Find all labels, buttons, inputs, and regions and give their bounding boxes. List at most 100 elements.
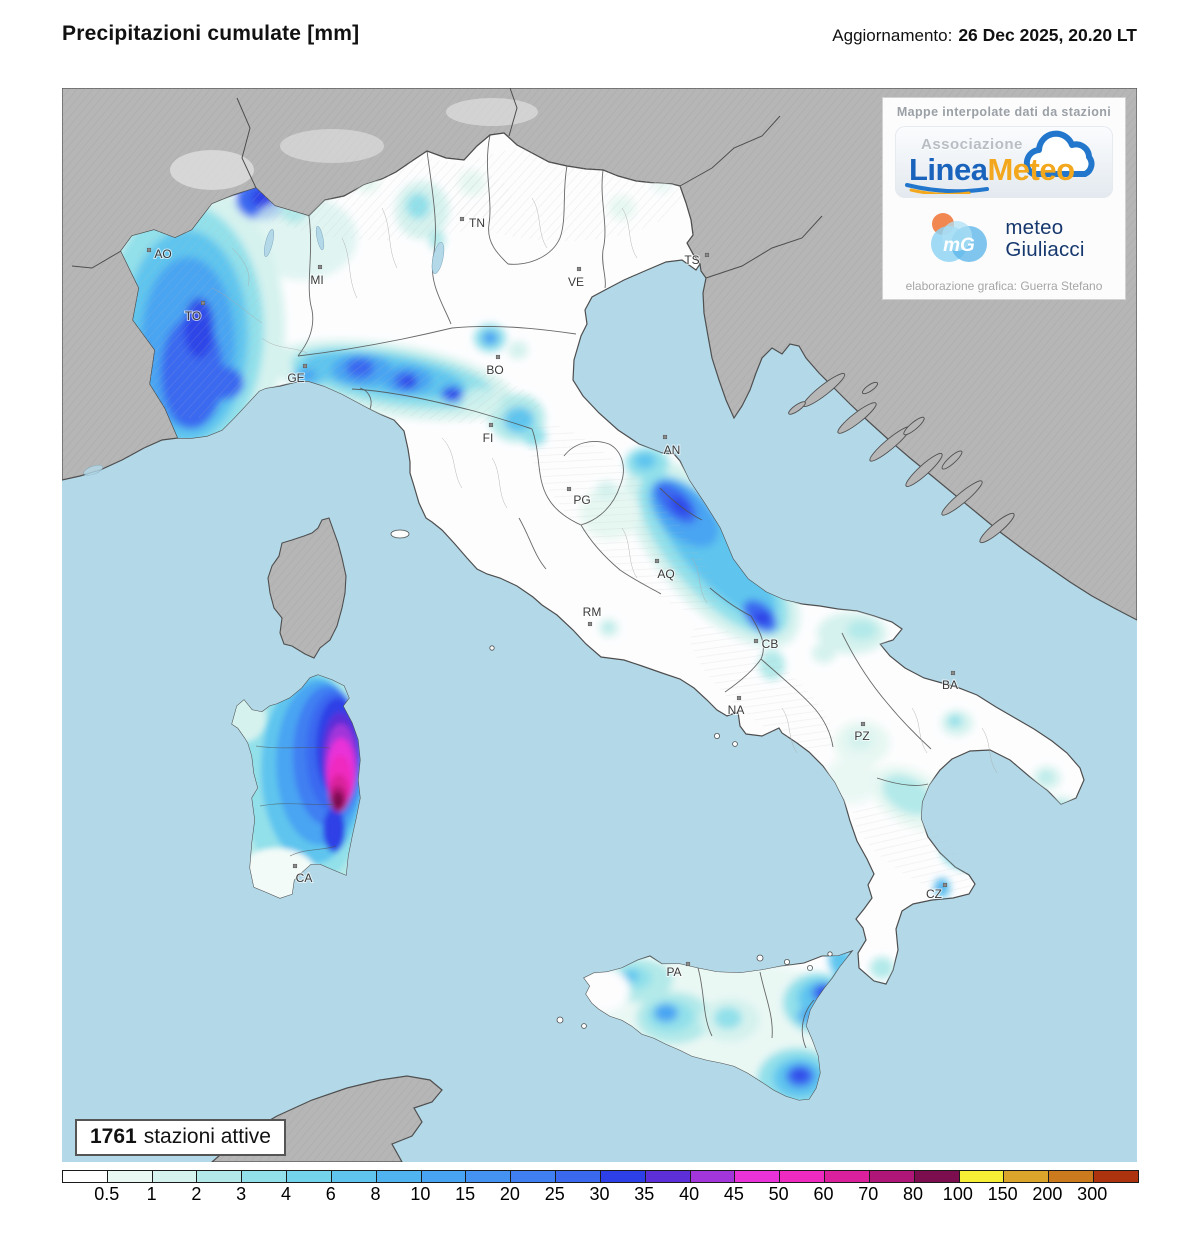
colorbar-tick-label: 6 [325,1184,336,1204]
colorbar-segment [466,1171,512,1182]
city-marker-bo: BO [485,354,505,378]
city-dot [704,252,710,258]
croatian-islands [788,373,1015,544]
lineameteo-logo: Associazione LineaMeteo [895,126,1113,198]
city-marker-na: NA [727,695,745,718]
city-dot [576,266,582,272]
colorbar-segment [511,1171,557,1182]
city-marker-fi: FI [482,422,494,446]
swoosh-underline [905,183,989,194]
city-marker-ve: VE [567,266,585,290]
colorbar-tick-label: 70 [858,1184,879,1204]
update-label: Aggiornamento: [832,26,953,45]
city-marker-an: AN [662,434,681,458]
city-label: PA [666,965,681,979]
city-dot [662,434,668,440]
update-timestamp: Aggiornamento: 26 Dec 2025, 20.20 LT [832,25,1137,46]
city-dot [654,558,660,564]
branding-note: Mappe interpolate dati da stazioni [896,105,1112,119]
europe-landmass [62,88,1137,1162]
stations-count: 1761 [90,1125,137,1148]
stations-count-box: 1761 stazioni attive [75,1119,286,1156]
city-layer: AO TO MI TN VE TS GE BO FI AN PG AQ RM CB NA BA PZ CZ CA PA [146,215,959,980]
colorbar-segment [197,1171,243,1182]
lineameteo-association: Associazione [921,136,1023,153]
city-label: TS [684,253,699,267]
colorbar-tick-label: 300 [1077,1184,1108,1204]
city-marker-ca: CA [292,863,313,886]
region-borders [255,134,932,1049]
colorbar-tick-label: 25 [544,1184,565,1204]
city-label: BO [486,363,503,377]
city-label: CZ [926,887,942,901]
colorbar [62,1170,1139,1183]
city-dot [146,247,152,253]
colorbar-tick-label: 45 [723,1184,744,1204]
city-dot [950,670,956,676]
colorbar-segment [331,1171,377,1182]
city-label: AN [664,443,681,457]
colorbar-segment [825,1171,870,1182]
colorbar-segment [287,1171,332,1182]
colorbar-segment [107,1171,153,1182]
city-marker-ba: BA [941,670,959,693]
city-dot [495,354,501,360]
mg-cloud-icon: mG [923,208,995,270]
colorbar-segment [914,1171,960,1182]
city-label: TN [469,216,485,230]
branding-panel: Mappe interpolate dati da stazioni Assoc… [882,97,1126,300]
city-dot [587,621,593,627]
colorbar-tick-label: 100 [942,1184,973,1204]
update-value: 26 Dec 2025, 20.20 LT [958,25,1137,45]
city-marker-rm: RM [582,604,602,627]
colorbar-tick-label: 2 [191,1184,202,1204]
city-dot [736,695,742,701]
city-marker-cb: CB [753,636,779,652]
meteogiuliacci-logo: mG meteo Giuliacci [923,208,1084,270]
colorbar-tick-label: 30 [589,1184,610,1204]
city-label: MI [310,273,323,287]
city-marker-pa: PA [665,961,691,980]
city-label: PG [573,493,590,507]
branding-credit: elaborazione grafica: Guerra Stefano [905,279,1103,293]
city-dot [860,721,866,727]
city-label: AO [154,247,171,261]
city-dot [488,422,494,428]
city-marker-pz: PZ [853,721,871,744]
colorbar-tick-label: 4 [280,1184,291,1204]
colorbar-tick-label: 150 [987,1184,1018,1204]
city-label: VE [568,275,584,289]
city-dot [292,863,298,869]
colorbar-tick-label: 40 [679,1184,700,1204]
city-marker-pg: PG [566,486,592,508]
colorbar-tick-label: 80 [903,1184,924,1204]
city-marker-to: TO [184,300,206,324]
province-borders [211,197,998,774]
city-marker-ao: AO [146,246,173,262]
city-label: CA [296,871,313,885]
svg-text:mG: mG [944,235,976,256]
colorbar-tick-label: 15 [455,1184,476,1204]
city-label: TO [185,309,201,323]
colorbar-segment [780,1171,826,1182]
colorbar-segment [959,1171,1005,1182]
colorbar-tick-label: 1 [146,1184,157,1204]
colorbar-tick-label: 0.5 [94,1184,120,1204]
meteogiuliacci-wordmark: meteo Giuliacci [1005,216,1085,261]
city-label: FI [483,431,494,445]
colorbar-tick-label: 20 [499,1184,520,1204]
colorbar-labels: 0.5 1 2 3 4 6 8 10 15 20 25 30 35 40 45 50 60 70 80 100 150 2… [62,1184,1137,1208]
city-dot [302,363,308,369]
colorbar-segment [421,1171,467,1182]
city-marker-aq: AQ [654,558,676,582]
page-title: Precipitazioni cumulate [mm] [62,22,360,45]
terrain-hillshade [122,145,972,894]
colorbar-segment [63,1171,108,1182]
city-label: NA [728,703,745,717]
city-dot [942,882,948,888]
colorbar-segment [690,1171,736,1182]
city-dot [200,300,206,306]
colorbar-segment [869,1171,915,1182]
precipitation-map: AO TO MI TN VE TS GE BO FI AN PG AQ RM CB NA BA PZ CZ CA PA… [62,88,1137,1162]
colorbar-segment [645,1171,691,1182]
